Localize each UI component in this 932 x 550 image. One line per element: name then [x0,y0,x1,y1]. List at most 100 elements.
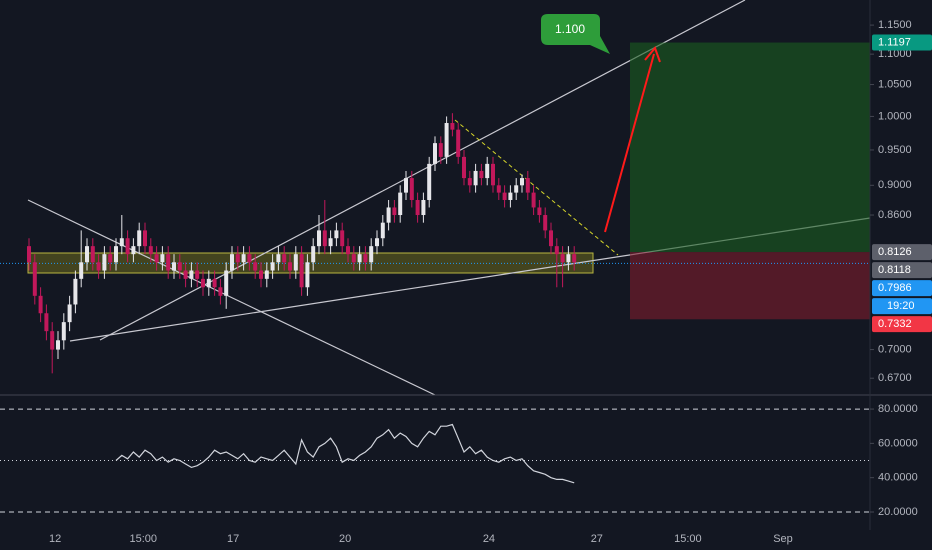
candle-body [264,270,269,279]
y-tick-label: 0.9000 [878,179,912,191]
candle-body [398,192,403,216]
price-badge [872,244,932,261]
y-tick-label: 1.1000 [878,48,912,60]
candle-body [566,254,571,263]
candle-body [253,262,258,271]
callout [541,14,610,54]
candle-body [508,192,513,200]
candle-body [392,207,397,216]
x-tick-label: Sep [773,533,793,545]
candle-body [44,313,49,332]
candle-body [305,262,310,288]
candle-body [531,192,536,208]
y-tick-label: 0.8600 [878,209,912,221]
candle-body [386,207,391,223]
x-tick-label: 20 [339,533,351,545]
candle-body [143,230,147,247]
candle-body [433,143,437,164]
y-tick-label: 1.0000 [878,110,912,122]
candle-body [328,238,333,247]
y-tick-label: 40.0000 [878,472,918,484]
candle-body [195,270,200,279]
candle-body [525,178,530,193]
candle-body [450,123,455,130]
candle-body [560,254,565,263]
candle-body [554,246,559,255]
candle-body [427,163,432,200]
candle-body [137,230,142,247]
candle-body [32,262,37,296]
candle-body [299,254,304,288]
candle-body [38,295,43,314]
candle-body [369,246,374,263]
x-tick-label: 27 [591,533,603,545]
candle-body [154,254,159,263]
y-tick-label: 20.0000 [878,506,918,518]
candle-body [148,246,153,255]
stop-zone [630,252,870,320]
candle-body [67,304,72,323]
candle-body [340,230,345,247]
candle-body [90,246,95,263]
y-tick-label: 60.0000 [878,437,918,449]
candle-body [479,170,484,179]
candle-body [473,170,478,186]
price-badge-label: 0.8118 [878,264,911,276]
candle-body [485,163,490,179]
candle-body [375,238,379,247]
candle-body [496,185,501,193]
candle-body [363,254,368,263]
candle-body [50,331,55,350]
candle-body [241,254,246,263]
candle-body [415,199,420,216]
candle-body [212,278,217,288]
x-tick-label: 24 [483,533,495,545]
candle-body [224,270,229,296]
plot [0,42,870,374]
candle-body [572,254,577,263]
candle-body [177,262,182,271]
candle-body [259,270,263,279]
candle-body [351,254,356,263]
price-badge [872,34,932,51]
candle-body [293,254,298,271]
candle-body [270,262,275,271]
y-tick-label: 80.0000 [878,403,918,415]
countdown-badge [872,298,932,315]
target-zone [630,42,870,253]
candle-body [311,246,316,263]
candle-body [102,254,107,271]
candle-body [282,254,287,263]
candle-body [462,156,466,179]
candle-body [549,230,553,247]
candle-body [230,254,234,271]
candle-body [160,254,165,263]
candle-body [119,238,124,247]
price-badge-label: 1.1197 [878,36,911,48]
candle-body [467,178,472,186]
candle-body [409,178,414,200]
candle-body [114,246,118,263]
candle-body [172,262,176,271]
candle-body [514,185,519,193]
candle-body [73,278,78,305]
price-badge-label: 0.7332 [878,318,912,330]
candle-body [131,246,136,255]
candle-body [206,278,211,288]
candle-body [520,178,524,186]
candle-body [438,143,443,157]
rsi-line [115,423,575,484]
y-tick-label: 0.6700 [878,372,912,384]
candle-body [56,340,60,350]
candle-body [276,254,281,263]
candle-body [421,199,426,216]
candle-body [85,246,89,263]
price-badge [872,316,932,333]
candle-body [201,278,205,288]
candle-body [79,262,84,279]
candle-body [322,230,327,247]
candle-body [502,192,507,200]
candle-body [125,238,130,255]
price-badge-label: 0.8126 [878,246,912,258]
